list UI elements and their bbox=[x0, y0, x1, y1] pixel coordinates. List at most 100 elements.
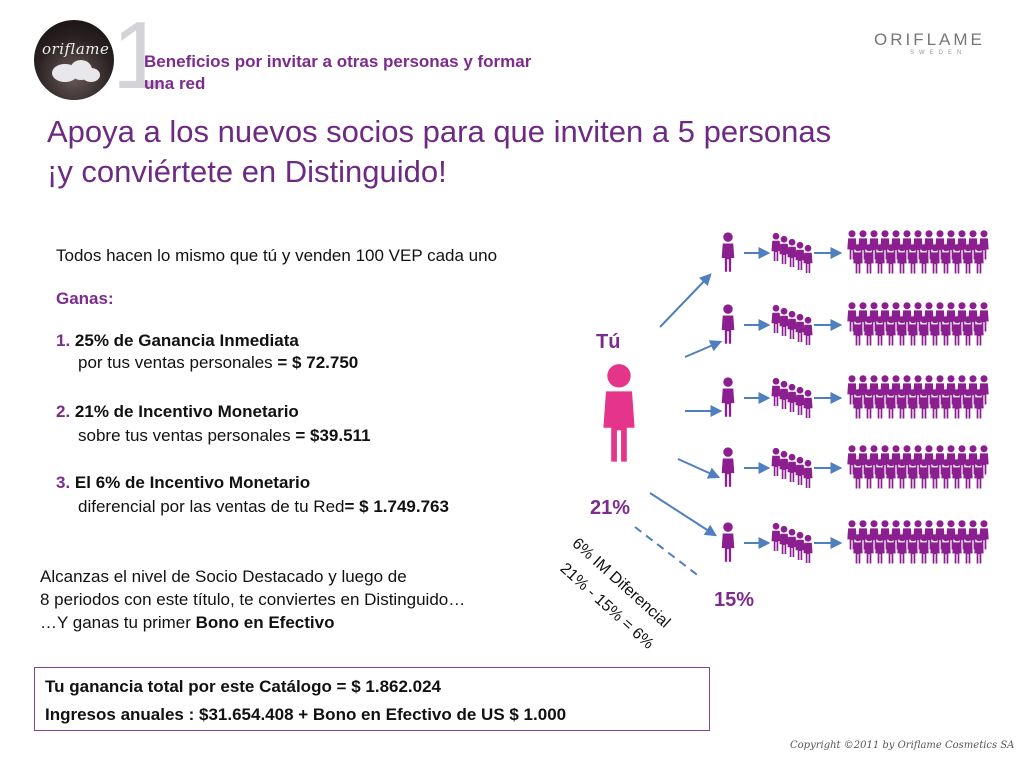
group-person-icon bbox=[795, 313, 805, 342]
crowd-person-icon bbox=[908, 316, 918, 346]
brand-logo: ORIFLAME bbox=[874, 30, 985, 49]
crowd-person-icon bbox=[886, 316, 896, 346]
intro-text: Todos hacen lo mismo que tú y venden 100… bbox=[56, 246, 498, 265]
note-line-2: 8 periodos con este título, te convierte… bbox=[40, 590, 466, 609]
group-person-icon bbox=[771, 522, 781, 551]
crowd-person-icon bbox=[886, 534, 896, 564]
crowd-person-icon bbox=[853, 316, 863, 346]
crowd-person-icon bbox=[919, 459, 929, 489]
earn-label: Ganas: bbox=[56, 289, 114, 308]
crowd-person-icon bbox=[875, 459, 885, 489]
benefit-num: 1. bbox=[56, 331, 71, 350]
crowd-person-icon bbox=[886, 244, 896, 274]
group-person-icon bbox=[803, 244, 813, 273]
crowd-person-icon bbox=[941, 389, 951, 419]
group-person-icon bbox=[795, 241, 805, 270]
benefit-num: 3. bbox=[56, 473, 71, 492]
crowd-person-icon bbox=[908, 534, 918, 564]
crowd-person-icon bbox=[908, 244, 918, 274]
benefit-num: 2. bbox=[56, 402, 71, 421]
benefit-item-1: 1. 25% de Ganancia Inmediata por tus ven… bbox=[56, 330, 358, 374]
benefit-desc: sobre tus ventas personales bbox=[78, 426, 291, 445]
group-person-icon bbox=[787, 238, 797, 267]
crowd-person-icon bbox=[864, 459, 874, 489]
note-line-3: …Y ganas tu primer Bono en Efectivo bbox=[40, 612, 334, 634]
recruit-person-icon bbox=[721, 522, 735, 562]
group-person-icon bbox=[779, 380, 789, 409]
benefit-desc: diferencial por las ventas de tu Red bbox=[78, 497, 345, 516]
crowd-person-icon bbox=[963, 534, 973, 564]
branch-arrows bbox=[649, 273, 723, 537]
network-rows bbox=[721, 230, 989, 564]
crowd-person-icon bbox=[875, 389, 885, 419]
benefit-title: 21% de Incentivo Monetario bbox=[74, 402, 299, 421]
you-label: Tú bbox=[596, 331, 621, 353]
crowd-person-icon bbox=[974, 244, 984, 274]
crowd-person-icon bbox=[963, 316, 973, 346]
crowd-person-icon bbox=[919, 244, 929, 274]
crowd-person-icon bbox=[908, 459, 918, 489]
crowd-person-icon bbox=[952, 459, 962, 489]
crowd-person-icon bbox=[897, 459, 907, 489]
benefit-item-2: 2. 21% de Incentivo Monetario sobre tus … bbox=[56, 401, 371, 449]
crowd-person-icon bbox=[886, 389, 896, 419]
crowd-person-icon bbox=[864, 244, 874, 274]
section-title: Beneficios por invitar a otras personas … bbox=[144, 52, 532, 93]
crowd-person-icon bbox=[875, 244, 885, 274]
crowd-person-icon bbox=[875, 316, 885, 346]
crowd-person-icon bbox=[930, 316, 940, 346]
benefit-amount: = $ 72.750 bbox=[277, 353, 359, 372]
group-person-icon bbox=[771, 304, 781, 333]
oriflame-logo-image: oriflame bbox=[34, 20, 114, 100]
you-person-icon bbox=[603, 364, 635, 462]
slide-number: 1 bbox=[112, 2, 166, 109]
group-person-icon bbox=[779, 450, 789, 479]
group-person-icon bbox=[803, 534, 813, 563]
crowd-person-icon bbox=[853, 389, 863, 419]
group-person-icon bbox=[787, 453, 797, 482]
crowd-person-icon bbox=[952, 534, 962, 564]
you-percent: 21% bbox=[590, 497, 631, 519]
network-diagram bbox=[603, 230, 989, 578]
group-person-icon bbox=[803, 316, 813, 345]
crowd-person-icon bbox=[853, 534, 863, 564]
group-person-icon bbox=[795, 456, 805, 485]
crowd-person-icon bbox=[897, 389, 907, 419]
brand-sub: SWEDEN bbox=[910, 50, 967, 56]
crowd-person-icon bbox=[974, 459, 984, 489]
downline-percent: 15% bbox=[714, 589, 755, 611]
group-person-icon bbox=[779, 525, 789, 554]
crowd-person-icon bbox=[974, 389, 984, 419]
group-person-icon bbox=[779, 307, 789, 336]
logo-text: oriflame bbox=[42, 40, 110, 58]
crowd-person-icon bbox=[963, 459, 973, 489]
crowd-person-icon bbox=[897, 316, 907, 346]
group-person-icon bbox=[803, 389, 813, 418]
crowd-person-icon bbox=[886, 459, 896, 489]
crowd-person-icon bbox=[930, 244, 940, 274]
crowd-person-icon bbox=[919, 316, 929, 346]
group-person-icon bbox=[787, 310, 797, 339]
benefit-desc: por tus ventas personales bbox=[78, 353, 273, 372]
recruit-person-icon bbox=[721, 377, 735, 417]
crowd-person-icon bbox=[952, 316, 962, 346]
group-person-icon bbox=[787, 383, 797, 412]
crowd-person-icon bbox=[963, 244, 973, 274]
crowd-person-icon bbox=[952, 244, 962, 274]
group-person-icon bbox=[771, 447, 781, 476]
crowd-person-icon bbox=[897, 534, 907, 564]
recruit-person-icon bbox=[721, 447, 735, 487]
crowd-person-icon bbox=[941, 459, 951, 489]
group-person-icon bbox=[803, 459, 813, 488]
crowd-person-icon bbox=[864, 389, 874, 419]
note-line-3-bold: Bono en Efectivo bbox=[195, 613, 335, 632]
group-person-icon bbox=[787, 528, 797, 557]
crowd-person-icon bbox=[963, 389, 973, 419]
benefit-title: 25% de Ganancia Inmediata bbox=[74, 331, 299, 350]
crowd-person-icon bbox=[853, 459, 863, 489]
note-line-1: Alcanzas el nivel de Socio Destacado y l… bbox=[40, 567, 407, 586]
crowd-person-icon bbox=[919, 534, 929, 564]
group-person-icon bbox=[795, 386, 805, 415]
crowd-person-icon bbox=[974, 316, 984, 346]
crowd-person-icon bbox=[930, 459, 940, 489]
